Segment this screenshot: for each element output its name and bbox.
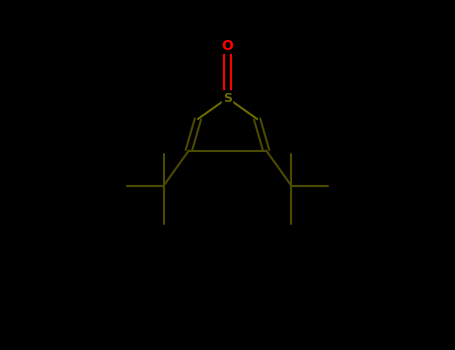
- Text: O: O: [222, 38, 233, 52]
- Text: S: S: [223, 91, 232, 105]
